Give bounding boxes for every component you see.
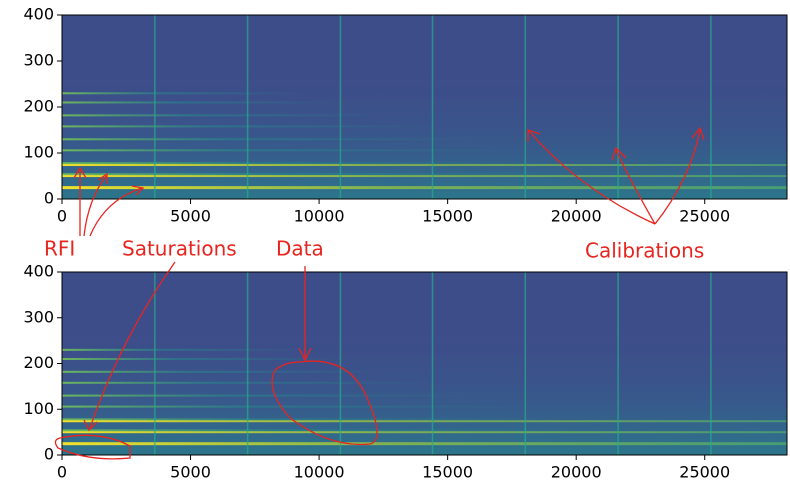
y-tick-label: 400 [23, 262, 54, 281]
x-tick-label: 25000 [679, 207, 730, 226]
heatmap-stripe [524, 15, 527, 199]
heatmap-panel: 0 100 200 300 400 0 5000 10000 15000 20000 25000 [23, 262, 788, 482]
x-tick-label: 15000 [422, 207, 473, 226]
x-tick-label: 20000 [551, 207, 602, 226]
loop [54, 434, 131, 460]
heatmap-band [62, 442, 787, 446]
x-tick-label: 10000 [294, 463, 345, 482]
y-tick-label: 100 [23, 399, 54, 418]
annotations: RFI Saturations Data Calibrations [44, 126, 705, 460]
arrow [83, 261, 176, 432]
x-tick-label: 20000 [551, 463, 602, 482]
x-tick-label: 5000 [170, 207, 211, 226]
heatmap-band [62, 186, 787, 190]
x-tick-label: 25000 [679, 463, 730, 482]
heatmap-stripe [710, 15, 712, 199]
arrow [654, 126, 705, 225]
heatmap-stripe [710, 272, 712, 455]
heatmap-band [62, 370, 389, 373]
x-tick-label: 15000 [422, 463, 473, 482]
heatmap-band [62, 149, 519, 152]
annotation: Data [276, 237, 324, 261]
heatmap-stripe [339, 272, 342, 455]
heatmap-band [62, 429, 606, 432]
y-tick-label: 300 [23, 307, 54, 326]
heatmap-band [62, 431, 787, 434]
heatmap-stripe [339, 15, 342, 199]
heatmap-band [62, 394, 476, 397]
y-tick-label: 400 [23, 5, 54, 24]
heatmap-stripe [524, 272, 527, 455]
annotation: Calibrations [585, 239, 704, 263]
heatmap-glow [62, 326, 787, 455]
y-tick-label: 300 [23, 51, 54, 70]
heatmap-stripe [431, 272, 434, 455]
heatmap-band [62, 348, 302, 351]
heatmap-band [62, 101, 345, 104]
x-tick-label: 10000 [294, 207, 345, 226]
heatmap-band [62, 358, 345, 361]
y-tick-label: 0 [44, 445, 54, 464]
heatmap-band [62, 418, 563, 421]
arrow [73, 166, 87, 236]
arrow [83, 172, 108, 237]
y-tick-label: 200 [23, 97, 54, 116]
x-tick-label: 0 [57, 207, 67, 226]
arrow [89, 185, 145, 237]
heatmap-stripe [617, 272, 619, 455]
heatmap-stripe [154, 272, 156, 455]
y-tick-label: 100 [23, 143, 54, 162]
heatmap-panel: 0 100 200 300 400 0 5000 10000 15000 20000 25000 [23, 5, 788, 226]
x-tick-label: 5000 [170, 463, 211, 482]
loop [271, 360, 378, 446]
annotation: Saturations [122, 237, 237, 261]
plots: 0 100 200 300 400 0 5000 10000 15000 20000 25000 0 1… [23, 5, 788, 482]
heatmap-stripe [617, 15, 619, 199]
heatmap-band [62, 138, 476, 141]
heatmap-band [62, 420, 787, 423]
heatmap-band [62, 162, 563, 165]
heatmap-band [62, 164, 787, 167]
annotation: RFI [44, 237, 75, 261]
heatmap-stripe [246, 15, 249, 199]
heatmap-stripe [154, 15, 156, 199]
arrow [527, 129, 656, 225]
y-tick-label: 0 [44, 189, 54, 208]
heatmap-glow [62, 70, 787, 199]
heatmap-band [62, 114, 389, 117]
heatmap-stripe [246, 272, 249, 455]
heatmap-band [62, 173, 606, 176]
arrow [298, 266, 312, 362]
heatmap-stripe [431, 15, 434, 199]
y-tick-label: 200 [23, 353, 54, 372]
heatmap-band [62, 92, 302, 95]
heatmap-band [62, 405, 519, 408]
x-tick-label: 0 [57, 463, 67, 482]
heatmap-band [62, 175, 787, 178]
arrow [611, 146, 656, 225]
